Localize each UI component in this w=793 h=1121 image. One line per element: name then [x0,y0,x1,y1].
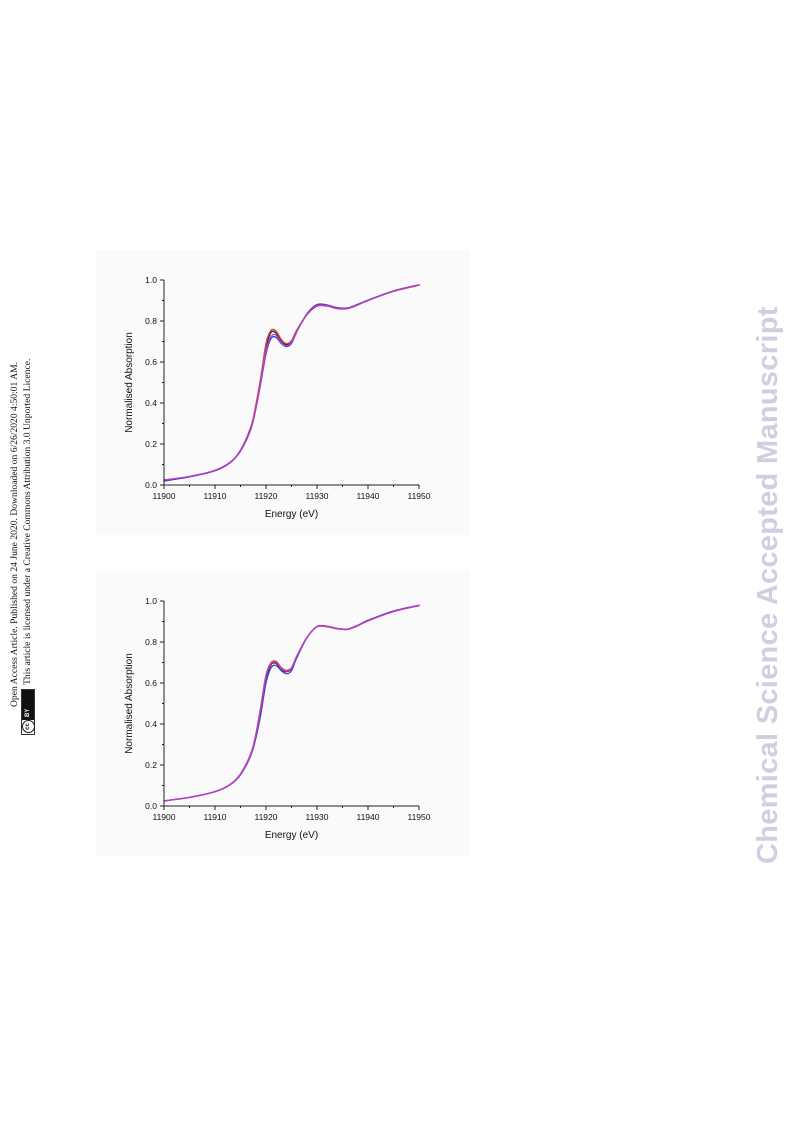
chart0-x-tick-label: 11930 [305,491,328,501]
chart1-x-tick-label: 11920 [254,812,277,822]
chart1-series-3 [163,604,420,802]
chart1-series-1 [163,605,420,802]
chart0-series-3 [163,284,420,481]
chart0-series-1 [163,284,420,482]
by-label: BY [22,690,34,720]
chart1-x-tick-label: 11900 [152,812,175,822]
chart0-x-tick-label: 11940 [356,491,379,501]
chart0-x-tick-label: 11950 [407,491,430,501]
chart0-y-tick-label: 0.0 [145,480,157,490]
chart1-x-tick-label: 11910 [203,812,226,822]
chart0-x-tick-label: 11900 [152,491,175,501]
chart1-series-2 [163,604,420,802]
chart0-y-axis-title: Normalised Absorption [124,332,135,433]
xanes-chart-top: 0.0 0.2 0.4 0.6 0.8 1.0 11900 11910 11920 11930 11… [96,250,470,535]
chart1-x-tick-label: 11930 [305,812,328,822]
cc-by-license-badge[interactable]: cc BY [21,689,35,735]
chart0-y-tick-label: 0.4 [145,398,157,408]
chart1-series-0 [163,604,420,802]
cc-icon: cc [22,720,35,733]
chart1-x-tick-label: 11950 [407,812,430,822]
chart0-y-tick-label: 0.2 [145,439,157,449]
chart1-x-axis-title: Energy (eV) [265,830,318,841]
chart-bottom-svg: 0.0 0.2 0.4 0.6 0.8 1.0 11900 11910 11920 11930 11… [124,596,431,841]
chart1-y-tick-label: 0.0 [145,801,157,811]
chart-top-svg: 0.0 0.2 0.4 0.6 0.8 1.0 11900 11910 11920 11930 11… [124,275,431,520]
open-access-notice: cc BY Open Access Article. Published on … [4,275,38,735]
publication-line: Open Access Article. Published on 24 Jun… [9,361,20,707]
chart0-y-tick-label: 0.6 [145,357,157,367]
xanes-chart-bottom: 0.0 0.2 0.4 0.6 0.8 1.0 11900 11910 11920 11930 11… [96,571,470,856]
chart0-series-2 [163,284,420,482]
chart1-y-tick-label: 0.4 [145,719,157,729]
chart0-y-tick-label: 1.0 [145,275,157,285]
chart0-y-tick-label: 0.8 [145,316,157,326]
licence-line[interactable]: This article is licensed under a Creativ… [22,358,33,685]
chart0-series-0 [163,284,420,482]
chart1-y-tick-label: 0.6 [145,678,157,688]
chart1-y-tick-label: 0.2 [145,760,157,770]
chart1-x-tick-label: 11940 [356,812,379,822]
chart0-x-tick-label: 11920 [254,491,277,501]
accepted-manuscript-watermark: Chemical Science Accepted Manuscript [752,306,784,864]
chart1-y-tick-label: 1.0 [145,596,157,606]
chart1-y-axis-title: Normalised Absorption [124,653,135,754]
chart0-x-tick-label: 11910 [203,491,226,501]
chart0-x-axis-title: Energy (eV) [265,509,318,520]
chart1-y-tick-label: 0.8 [145,637,157,647]
